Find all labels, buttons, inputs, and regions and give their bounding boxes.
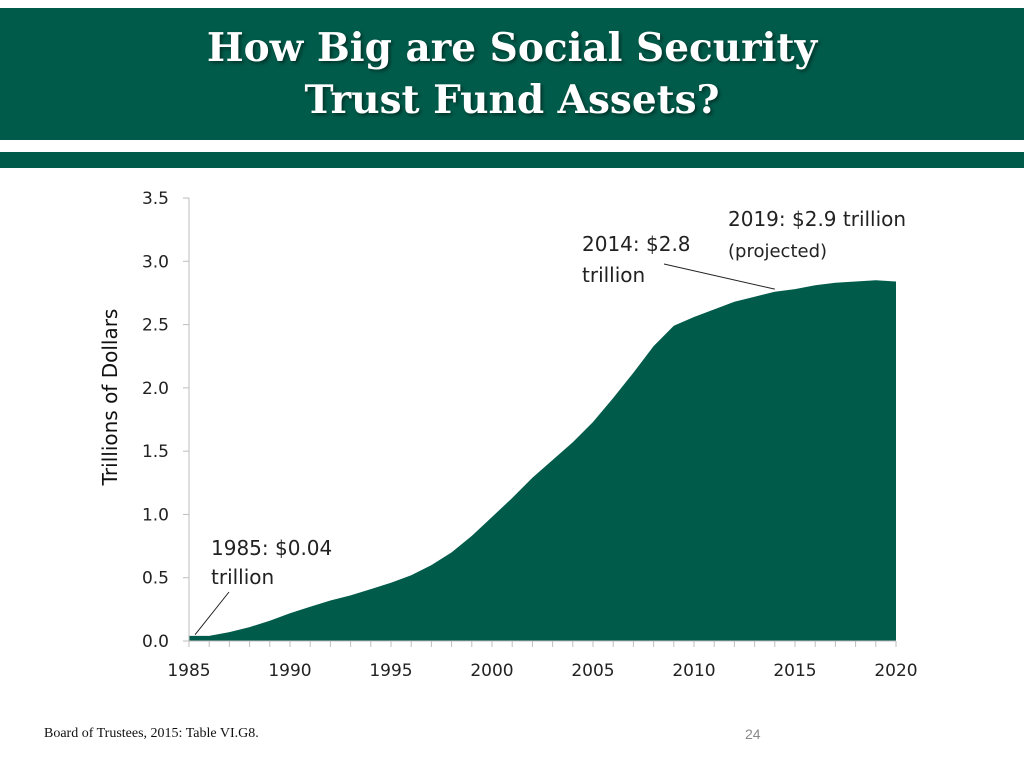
source-citation: Board of Trustees, 2015: Table VI.G8. <box>44 726 259 741</box>
y-tick-label: 3.0 <box>142 252 169 272</box>
x-tick-label: 1985 <box>167 661 210 681</box>
x-tick-label: 2020 <box>874 661 917 681</box>
trust-fund-area <box>189 280 896 641</box>
y-tick-label: 1.0 <box>142 505 169 525</box>
y-tick-label: 1.5 <box>142 442 169 462</box>
slide-title-line-1: How Big are Social Security <box>206 25 818 71</box>
annotation-2019: 2019: $2.9 trillion (projected) <box>728 207 906 262</box>
slide-title-line-2: Trust Fund Assets? <box>304 77 720 123</box>
annotation-1985-line2: trillion <box>211 565 274 589</box>
y-tick-label: 2.0 <box>142 379 169 399</box>
y-tick-label: 2.5 <box>142 316 169 336</box>
title-bar: How Big are Social Security Trust Fund A… <box>0 8 1024 140</box>
annotation-2019-line2: (projected) <box>728 241 827 262</box>
annotation-2014-line1: 2014: $2.8 <box>582 232 691 256</box>
annotation-1985: 1985: $0.04 trillion <box>194 536 332 635</box>
title-stripe <box>0 152 1024 168</box>
y-tick-label: 3.5 <box>142 189 169 209</box>
x-tick-label: 2000 <box>470 661 513 681</box>
x-tick-label: 1995 <box>369 661 412 681</box>
x-tick-label: 2015 <box>773 661 816 681</box>
annotation-2014-line2: trillion <box>582 263 645 287</box>
annotation-1985-leader <box>194 591 230 635</box>
x-tick-label: 2005 <box>571 661 614 681</box>
y-axis-ticks: 0.0 0.5 1.0 1.5 2.0 2.5 3.0 3.5 <box>142 189 189 652</box>
x-tick-label: 1990 <box>268 661 311 681</box>
annotation-1985-line1: 1985: $0.04 <box>211 536 332 560</box>
x-tick-label: 2010 <box>672 661 715 681</box>
page-number: 24 <box>745 726 761 742</box>
annotation-2014-leader <box>663 263 775 290</box>
y-tick-label: 0.0 <box>142 632 169 652</box>
x-axis-ticks: 1985 1990 1995 2000 2005 2010 2015 2020 <box>167 641 918 681</box>
y-axis-label: Trillions of Dollars <box>98 309 122 487</box>
annotation-2014: 2014: $2.8 trillion <box>582 232 775 290</box>
trust-fund-chart: 0.0 0.5 1.0 1.5 2.0 2.5 3.0 3.5 1985 1990 1995 200… <box>98 189 918 681</box>
y-tick-label: 0.5 <box>142 569 169 589</box>
annotation-2019-line1: 2019: $2.9 trillion <box>728 207 906 231</box>
